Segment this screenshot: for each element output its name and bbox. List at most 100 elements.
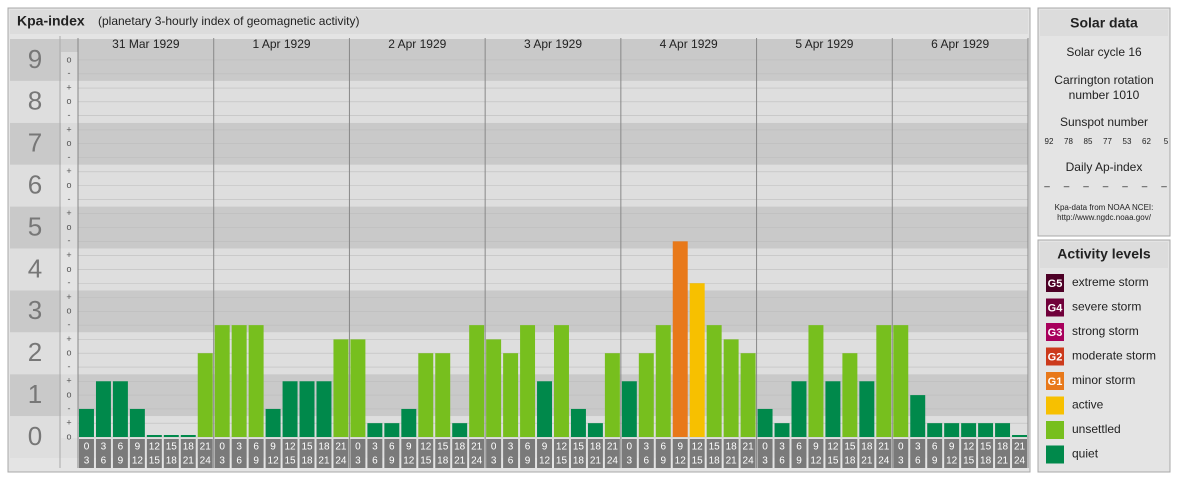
hour-box — [689, 439, 705, 468]
legend-label: strong storm — [1072, 324, 1139, 338]
chart-title: Kpa-index — [17, 13, 85, 29]
bar — [265, 408, 281, 437]
hour-box — [520, 439, 536, 468]
bar — [316, 381, 332, 437]
bar — [893, 325, 909, 437]
hour-box — [910, 439, 926, 468]
bar — [604, 353, 620, 437]
hour-box — [638, 439, 654, 468]
hour-box — [95, 439, 111, 468]
hour-from: 15 — [573, 442, 585, 453]
hour-box — [706, 439, 722, 468]
hour-to: 9 — [796, 456, 802, 467]
hour-from: 18 — [183, 442, 195, 453]
sunspot-number: 92 — [1045, 137, 1054, 146]
hour-from: 6 — [932, 442, 938, 453]
hour-box — [435, 439, 451, 468]
bar — [469, 325, 485, 437]
hour-to: 21 — [318, 456, 330, 467]
hour-from: 6 — [389, 442, 395, 453]
hour-from: 9 — [813, 442, 819, 453]
hour-from: 21 — [471, 442, 483, 453]
hour-to: 21 — [861, 456, 873, 467]
chart-subtitle: (planetary 3-hourly index of geomagnetic… — [98, 14, 359, 28]
minor-tick-label: o — [66, 431, 71, 441]
hour-from: 0 — [898, 442, 904, 453]
bar — [944, 423, 960, 437]
hour-from: 21 — [607, 442, 619, 453]
minor-tick-label: o — [66, 264, 71, 274]
legend-swatch — [1046, 396, 1064, 415]
ap-value: – — [1044, 182, 1050, 193]
hour-box — [978, 439, 994, 468]
hour-from: 3 — [236, 442, 242, 453]
bar — [978, 423, 994, 437]
minor-tick-label: + — [66, 418, 71, 428]
ap-value: – — [1122, 182, 1128, 193]
hour-to: 12 — [403, 456, 415, 467]
hour-from: 18 — [861, 442, 873, 453]
hour-from: 18 — [726, 442, 738, 453]
hour-to: 24 — [335, 456, 347, 467]
minor-tick-label: - — [68, 68, 71, 78]
hour-to: 24 — [200, 456, 212, 467]
minor-tick-label: o — [66, 306, 71, 316]
hour-to: 24 — [878, 456, 890, 467]
hour-to: 3 — [355, 456, 361, 467]
hour-box — [401, 439, 417, 468]
minor-tick-label: - — [68, 403, 71, 413]
hour-to: 21 — [454, 456, 466, 467]
minor-tick-label: o — [66, 180, 71, 190]
hour-box — [825, 439, 841, 468]
hour-from: 0 — [84, 442, 90, 453]
bar — [282, 381, 298, 437]
minor-tick-label: - — [68, 152, 71, 162]
hour-box — [791, 439, 807, 468]
bar — [570, 408, 586, 437]
sunspot-number: 62 — [1142, 137, 1151, 146]
day-label: 1 Apr 1929 — [253, 37, 311, 51]
hour-to: 9 — [932, 456, 938, 467]
hour-to: 9 — [660, 456, 666, 467]
hour-box — [893, 439, 909, 468]
hour-to: 21 — [590, 456, 602, 467]
bar — [231, 325, 247, 437]
hour-from: 0 — [491, 442, 497, 453]
hour-from: 21 — [335, 442, 347, 453]
hour-to: 24 — [743, 456, 755, 467]
minor-tick-label: - — [68, 110, 71, 120]
hour-from: 0 — [355, 442, 361, 453]
hour-box — [537, 439, 552, 468]
legend-label: minor storm — [1072, 373, 1135, 387]
hour-from: 21 — [1014, 442, 1026, 453]
minor-tick-label: o — [66, 96, 71, 106]
hour-from: 0 — [762, 442, 768, 453]
bar — [452, 423, 468, 437]
hour-box — [452, 439, 468, 468]
source: Kpa-data from NOAA NCEI: — [1055, 203, 1154, 212]
bar — [367, 423, 383, 437]
bar — [672, 241, 688, 437]
hour-to: 15 — [963, 456, 975, 467]
hour-from: 12 — [149, 442, 161, 453]
hour-from: 6 — [660, 442, 666, 453]
day-label: 3 Apr 1929 — [524, 37, 582, 51]
ap-title: Daily Ap-index — [1066, 160, 1143, 174]
bar — [248, 325, 264, 437]
minor-tick-label: + — [66, 376, 71, 386]
legend-swatch — [1046, 445, 1064, 464]
hour-to: 18 — [980, 456, 992, 467]
hour-from: 15 — [980, 442, 992, 453]
day-label: 6 Apr 1929 — [931, 37, 989, 51]
minor-tick-label: + — [66, 166, 71, 176]
bar — [163, 435, 179, 437]
bar — [910, 395, 926, 437]
hour-box — [316, 439, 332, 468]
hour-to: 3 — [491, 456, 497, 467]
minor-tick-label: - — [68, 320, 71, 330]
day-label: 31 Mar 1929 — [112, 37, 180, 51]
hour-to: 18 — [437, 456, 449, 467]
legend-label: quiet — [1072, 447, 1099, 461]
hour-box — [248, 439, 264, 468]
minor-tick-label: + — [66, 334, 71, 344]
